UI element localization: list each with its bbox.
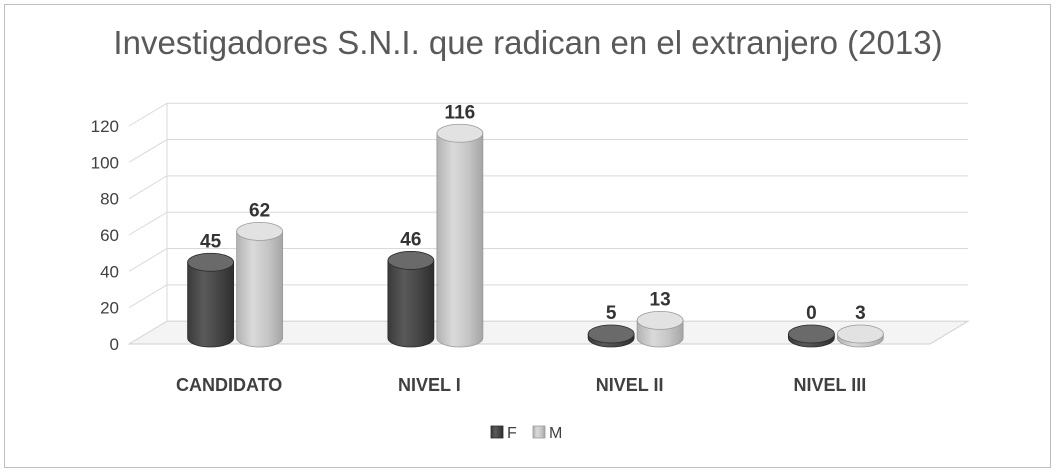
bar-body (387, 260, 435, 348)
bar-body (236, 230, 284, 348)
bar-f-nivel-iii (787, 324, 835, 348)
bar-m-nivel-i (436, 123, 484, 348)
bar-top (636, 310, 684, 330)
legend-label: F (507, 425, 517, 442)
legend-item-m: M (532, 425, 562, 442)
x-axis-categories: CANDIDATO NIVEL I NIVEL II NIVEL III (176, 375, 866, 395)
chart-title: Investigadores S.N.I. que radican en el … (113, 24, 942, 61)
category-label-nivel-ii: NIVEL II (596, 375, 664, 395)
y-tick-label: 100 (91, 153, 119, 172)
y-tick-label: 120 (91, 117, 119, 136)
bar-f-nivel-i (387, 251, 435, 348)
data-label-f-nivel-ii: 5 (606, 303, 617, 324)
category-label-nivel-i: NIVEL I (398, 375, 461, 395)
data-label-f-candidato: 45 (200, 231, 222, 252)
bar-body (436, 132, 484, 348)
bars-layer (187, 123, 884, 348)
bar-top (587, 324, 635, 344)
chart-svg: Investigadores S.N.I. que radican en el … (91, 24, 970, 442)
category-label-candidato: CANDIDATO (176, 375, 282, 395)
data-label-f-nivel-i: 46 (400, 229, 421, 250)
data-label-m-nivel-i: 116 (445, 102, 476, 123)
gridline (128, 139, 968, 163)
y-tick-label: 20 (100, 299, 119, 318)
bar-top (436, 123, 484, 143)
chart-frame: Investigadores S.N.I. que radican en el … (4, 4, 1051, 468)
data-labels: 45 62 46 116 5 13 0 3 (200, 102, 866, 324)
y-axis-ticks: 0 20 40 60 80 100 120 (91, 117, 119, 354)
gridline (128, 102, 968, 127)
bar-m-nivel-iii (836, 324, 884, 348)
bar-top (187, 252, 235, 272)
legend-swatch (532, 425, 546, 439)
y-tick-label: 0 (110, 335, 119, 354)
y-tick-label: 40 (100, 262, 119, 281)
y-tick-label: 60 (100, 226, 119, 245)
bar-f-candidato (187, 252, 235, 348)
bar-m-nivel-ii (636, 310, 684, 348)
data-label-m-nivel-iii: 3 (855, 303, 866, 324)
category-label-nivel-iii: NIVEL III (794, 375, 867, 395)
y-tick-label: 80 (100, 190, 119, 209)
bar-f-nivel-ii (587, 324, 635, 348)
gridline (128, 175, 968, 200)
bar-top (787, 324, 835, 344)
data-label-f-nivel-iii: 0 (806, 303, 817, 324)
bar-body (187, 261, 235, 348)
bar-top (387, 251, 435, 270)
data-label-m-candidato: 62 (249, 200, 270, 221)
legend-swatch (490, 425, 504, 439)
bar-top (836, 324, 884, 344)
grid-layer (127, 102, 970, 345)
data-label-m-nivel-ii: 13 (650, 289, 671, 310)
bar-m-candidato (236, 221, 284, 348)
legend-item-f: F (490, 425, 517, 442)
bar-top (236, 221, 284, 241)
legend-label: M (549, 425, 562, 442)
